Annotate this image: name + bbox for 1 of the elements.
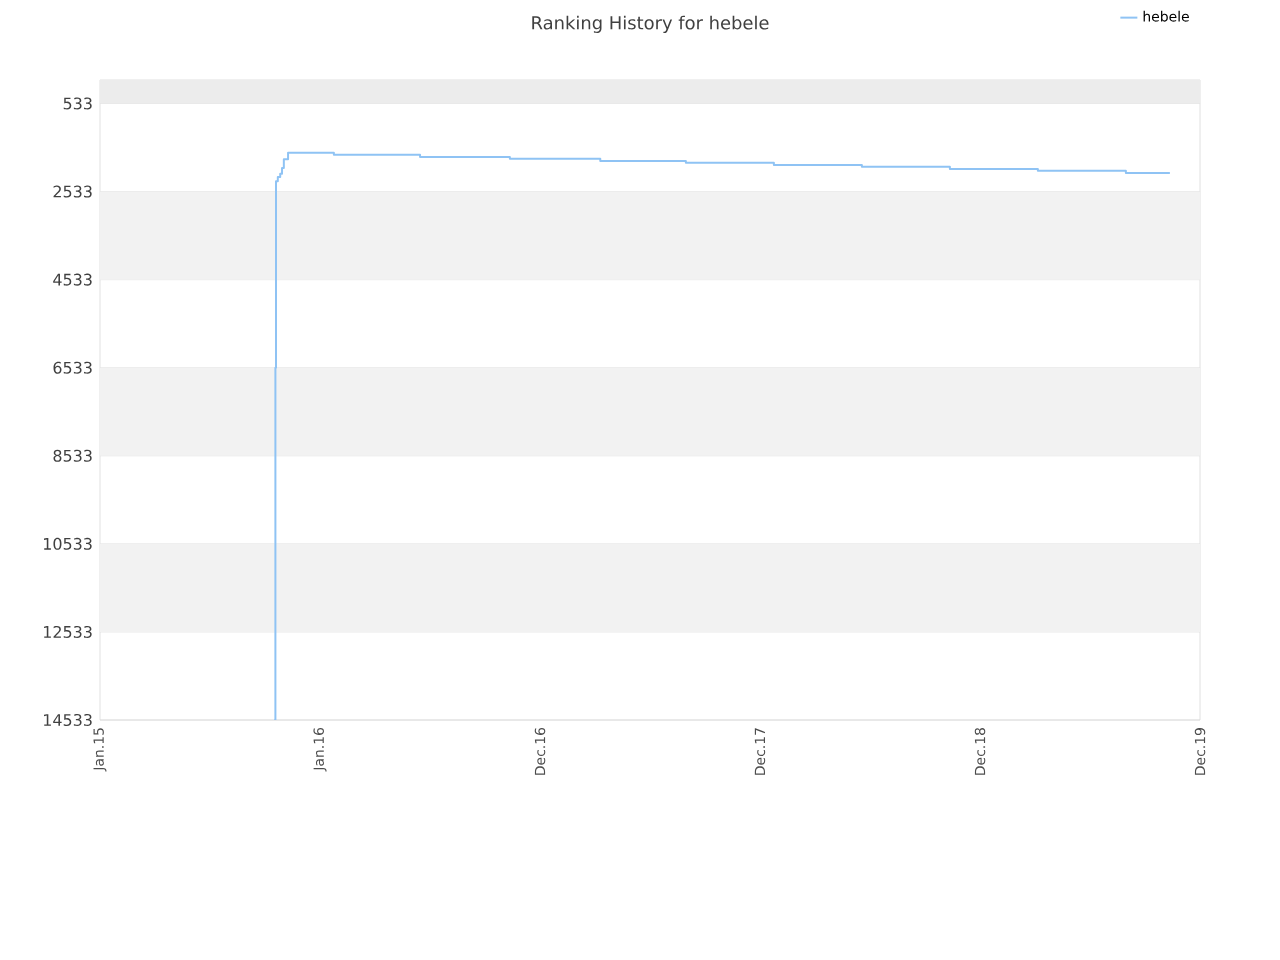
chart-title: Ranking History for hebele — [532, 15, 769, 33]
